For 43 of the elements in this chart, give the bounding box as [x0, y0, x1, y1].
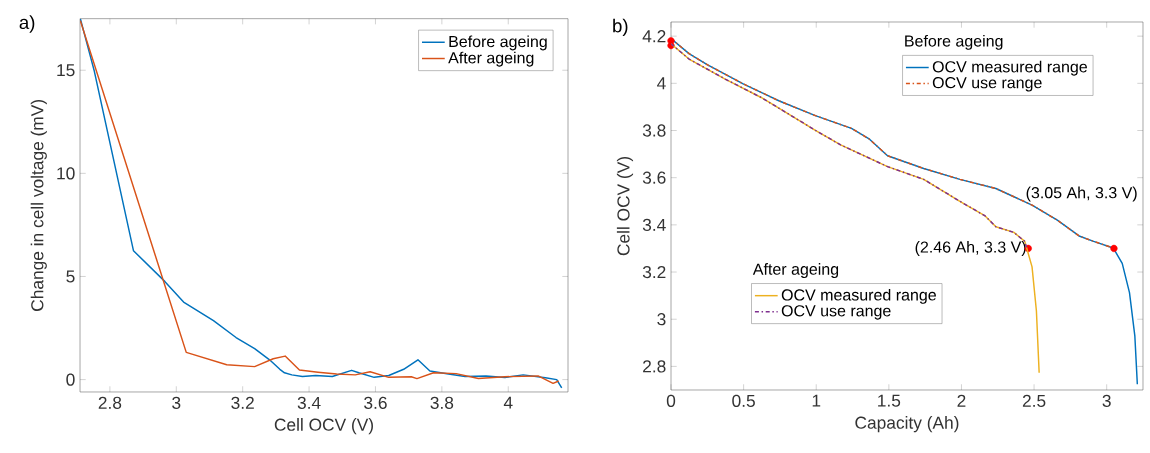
y-tick-label: 0 [66, 373, 75, 386]
y-tick-label: 3.6 [642, 171, 666, 184]
y-axis-title: Change in cell voltage (mV) [30, 99, 47, 311]
x-axis-title: Cell OCV (V) [274, 418, 373, 435]
text: After ageing [752, 263, 839, 278]
y-axis-title: Cell OCV (V) [616, 157, 634, 256]
text: Before ageing [905, 34, 1003, 50]
x-tick-label: 3.2 [231, 396, 254, 409]
y-tick-label: 2.8 [643, 360, 666, 373]
x-tick-label: 2.5 [1022, 394, 1046, 407]
chart-title: a) [19, 15, 35, 33]
legend-label: Before ageing [449, 35, 547, 51]
legend-label: OCV use range [781, 305, 891, 320]
x-tick-label: 1 [812, 394, 821, 407]
y-tick-label: 4.2 [642, 30, 666, 43]
x-tick-label: 3 [172, 396, 181, 409]
chart-title: b) [613, 18, 628, 37]
x-axis-title: Capacity (Ah) [855, 416, 959, 433]
legend-label: After ageing [448, 51, 534, 67]
x-tick-label: 4 [503, 396, 513, 409]
x-tick-label: 0 [666, 394, 676, 407]
y-tick-label: 3.8 [642, 124, 666, 137]
legend-label: OCV measured range [932, 60, 1087, 76]
legend-label: OCV measured range [781, 288, 936, 304]
y-tick-label: 15 [57, 64, 75, 77]
x-tick-label: 1.5 [878, 394, 901, 407]
y-tick-label: 3.4 [642, 218, 666, 231]
annotation: (2.46 Ah, 3.3 V) [915, 241, 1026, 256]
x-tick-label: 3.6 [364, 396, 387, 409]
y-tick-label: 5 [66, 270, 75, 283]
legend-label: OCV use range [932, 76, 1042, 92]
point [1110, 244, 1118, 253]
y-tick-label: 10 [57, 167, 75, 180]
x-tick-label: 3.4 [297, 396, 321, 409]
y-tick-label: 3.2 [642, 265, 666, 279]
y-tick-label: 4 [657, 77, 666, 90]
x-tick-label: 3 [1102, 394, 1111, 407]
x-tick-label: 0.5 [732, 394, 755, 407]
x-tick-label: 2 [957, 394, 966, 407]
x-tick-label: 3.8 [430, 396, 454, 409]
y-tick-label: 3 [657, 313, 666, 326]
annotation: (3.05 Ah, 3.3 V) [1026, 186, 1137, 202]
x-tick-label: 2.8 [98, 396, 122, 409]
